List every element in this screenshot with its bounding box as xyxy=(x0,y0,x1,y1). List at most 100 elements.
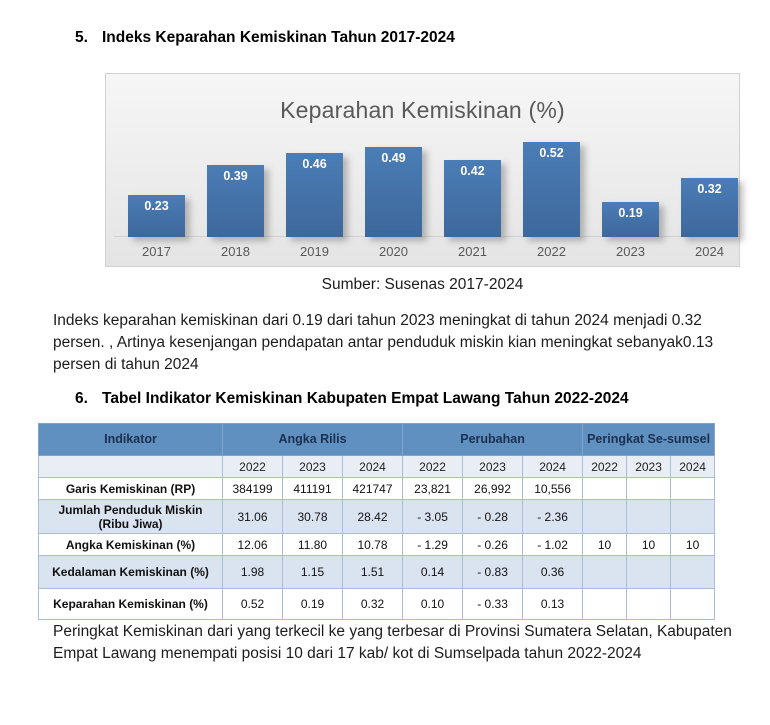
table-year-header: 2024 xyxy=(341,455,404,478)
table-row: Angka Kemiskinan (%) 12.06 11.80 10.78- 1.2… xyxy=(38,533,716,556)
bar-rect: 0.52 xyxy=(523,142,580,237)
table-cell: 0.36 xyxy=(522,555,584,589)
x-axis-label: 2019 xyxy=(300,244,329,259)
bar-value-label: 0.19 xyxy=(618,206,643,220)
table-cell xyxy=(670,499,716,534)
table-cell xyxy=(626,555,672,589)
section6-heading-number: 6. xyxy=(75,390,88,407)
table-cell: 26,992 xyxy=(462,477,524,500)
table-cell: 0.32 xyxy=(341,588,404,620)
table-cell: - 2.36 xyxy=(522,499,584,534)
bar-rect: 0.32 xyxy=(681,178,738,237)
indicator-cell: Garis Kemiskinan (RP) xyxy=(38,477,223,500)
table-year-header: 2022 xyxy=(222,455,283,478)
table-cell: 23,821 xyxy=(402,477,464,500)
table-group-header: Angka Rilis xyxy=(221,423,404,456)
table-cell: 10 xyxy=(626,533,672,556)
section5-heading: 5. Indeks Keparahan Kemiskinan Tahun 201… xyxy=(75,29,735,47)
table-year-header: 2024 xyxy=(670,455,716,478)
x-axis-label: 2020 xyxy=(379,244,408,259)
table-cell: 0.14 xyxy=(402,555,464,589)
table-cell: - 0.33 xyxy=(462,588,524,620)
table-group-header-row: Indikator Angka Rilis Perubahan Peringkat S… xyxy=(38,423,716,456)
table-cell: 10 xyxy=(582,533,628,556)
section6-heading: 6. Tabel Indikator Kemiskinan Kabupaten … xyxy=(75,390,755,408)
x-axis-label: 2023 xyxy=(616,244,645,259)
table-row: Jumlah Penduduk Miskin (Ribu Jiwa) 31.06 3… xyxy=(38,499,716,534)
table-cell xyxy=(582,477,628,500)
table-cell xyxy=(626,588,672,620)
table-group-header: Perubahan xyxy=(402,423,584,456)
bar-rect: 0.19 xyxy=(602,202,659,237)
table-cell: - 1.02 xyxy=(522,533,584,556)
bar-2022: 0.52 2022 xyxy=(523,142,580,259)
table-cell: 1.15 xyxy=(282,555,343,589)
table-cell xyxy=(582,555,628,589)
table-cell xyxy=(626,499,672,534)
bar-rect: 0.23 xyxy=(128,195,185,237)
bar-value-label: 0.46 xyxy=(302,157,327,171)
table-group-header: Peringkat Se-sumsel xyxy=(582,423,716,456)
table-cell: 0.10 xyxy=(402,588,464,620)
table-cell xyxy=(626,477,672,500)
bar-rect: 0.42 xyxy=(444,160,501,237)
table-row: Kedalaman Kemiskinan (%) 1.98 1.15 1.51 0.14… xyxy=(38,555,716,589)
indicator-cell: Keparahan Kemiskinan (%) xyxy=(38,588,223,620)
bar-2018: 0.39 2018 xyxy=(207,165,264,259)
table-row: Keparahan Kemiskinan (%) 0.52 0.19 0.32 0.10… xyxy=(38,588,716,620)
table-year-header: 2024 xyxy=(522,455,584,478)
table-year-header-blank xyxy=(38,455,223,478)
table-cell: - 0.26 xyxy=(462,533,524,556)
table-cell: 1.51 xyxy=(341,555,404,589)
table-cell: 12.06 xyxy=(222,533,283,556)
bar-2023: 0.19 2023 xyxy=(602,202,659,259)
table-cell: 1.98 xyxy=(222,555,283,589)
section5-paragraph: Indeks keparahan kemiskinan dari 0.19 da… xyxy=(53,312,714,373)
table-cell: - 0.28 xyxy=(462,499,524,534)
indicator-cell: Jumlah Penduduk Miskin (Ribu Jiwa) xyxy=(38,499,223,534)
chart-source-caption: Sumber: Susenas 2017-2024 xyxy=(321,276,524,293)
table-cell xyxy=(582,588,628,620)
table-cell: 31.06 xyxy=(222,499,283,534)
bar-value-label: 0.42 xyxy=(460,164,485,178)
bar-chart: Keparahan Kemiskinan (%) 0.23 2017 0.39 201… xyxy=(105,73,740,267)
bar-rect: 0.39 xyxy=(207,165,264,237)
indicator-table: Indikator Angka Rilis Perubahan Peringkat S… xyxy=(38,423,716,620)
indicator-cell: Angka Kemiskinan (%) xyxy=(38,533,223,556)
table-cell: 30.78 xyxy=(282,499,343,534)
table-cell xyxy=(670,588,716,620)
x-axis-line xyxy=(114,236,731,237)
table-cell: 0.13 xyxy=(522,588,584,620)
bar-2020: 0.49 2020 xyxy=(365,147,422,259)
table-cell: 0.52 xyxy=(222,588,283,620)
table-group-header: Indikator xyxy=(38,423,223,456)
table-cell: - 1.29 xyxy=(402,533,464,556)
table-year-header: 2022 xyxy=(402,455,464,478)
table-cell: - 3.05 xyxy=(402,499,464,534)
table-cell: 0.19 xyxy=(282,588,343,620)
table-cell xyxy=(582,499,628,534)
section5-heading-number: 5. xyxy=(75,29,88,46)
bar-value-label: 0.52 xyxy=(539,146,564,160)
bar-2017: 0.23 2017 xyxy=(128,195,185,259)
table-cell: 421747 xyxy=(341,477,404,500)
table-year-header: 2023 xyxy=(626,455,672,478)
bar-rect: 0.46 xyxy=(286,153,343,237)
x-axis-label: 2021 xyxy=(458,244,487,259)
table-cell: 384199 xyxy=(222,477,283,500)
table-cell: 10.78 xyxy=(341,533,404,556)
table-cell: 28.42 xyxy=(341,499,404,534)
table-year-header: 2022 xyxy=(582,455,628,478)
table-cell: 11.80 xyxy=(282,533,343,556)
table-year-header-row: 2022 2023 2024 2022 2023 2024 2022 2023 2024 xyxy=(38,455,716,478)
section5-heading-text: Indeks Keparahan Kemiskinan Tahun 2017-2… xyxy=(102,29,455,46)
x-axis-label: 2018 xyxy=(221,244,250,259)
bar-value-label: 0.39 xyxy=(223,169,248,183)
table-cell: 10 xyxy=(670,533,716,556)
x-axis-label: 2022 xyxy=(537,244,566,259)
table-cell: 10,556 xyxy=(522,477,584,500)
bar-2019: 0.46 2019 xyxy=(286,153,343,259)
table-cell: - 0.83 xyxy=(462,555,524,589)
table-cell xyxy=(670,555,716,589)
